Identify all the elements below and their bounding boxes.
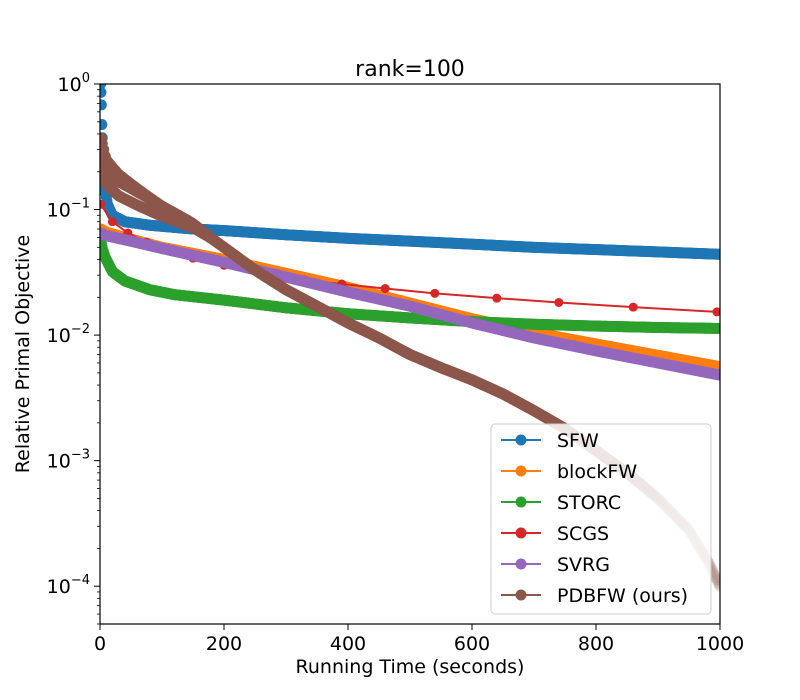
data-point xyxy=(380,284,390,294)
data-point xyxy=(430,288,440,298)
data-point xyxy=(710,572,720,584)
y-axis-label: Relative Primal Objective xyxy=(12,235,34,473)
data-point xyxy=(714,322,720,334)
y-tick-base: 10 xyxy=(58,74,82,96)
y-tick-exponent: −3 xyxy=(71,448,90,463)
y-tick-label: 10−4 xyxy=(47,573,90,598)
data-point xyxy=(713,578,720,590)
data-point xyxy=(712,576,720,588)
y-tick-exponent: 0 xyxy=(82,71,90,86)
legend-marker xyxy=(515,527,527,539)
x-tick-label: 0 xyxy=(94,633,106,655)
x-axis-label: Running Time (seconds) xyxy=(296,656,525,678)
y-tick-label: 10−3 xyxy=(47,448,90,473)
data-point xyxy=(711,574,720,586)
y-tick-base: 10 xyxy=(47,576,71,598)
legend-marker xyxy=(515,496,527,508)
x-tick-label: 800 xyxy=(578,633,614,655)
y-tick-label: 10−1 xyxy=(47,197,90,222)
data-point xyxy=(100,119,108,131)
y-tick-label: 100 xyxy=(58,71,90,96)
legend-marker xyxy=(515,465,527,477)
data-point xyxy=(714,248,720,260)
data-point xyxy=(554,297,564,307)
y-tick-label: 10−2 xyxy=(47,322,90,347)
y-tick-base: 10 xyxy=(47,325,71,347)
data-point xyxy=(100,86,107,98)
legend-label: SVRG xyxy=(557,554,610,576)
legend-label: SFW xyxy=(557,430,599,452)
legend-label: SCGS xyxy=(557,523,609,545)
chart-title: rank=100 xyxy=(355,57,465,82)
legend-label: STORC xyxy=(557,492,621,514)
data-point xyxy=(712,307,720,317)
x-axis-ticks: 0 200 400 600 800 1000 xyxy=(94,624,744,655)
legend-marker xyxy=(515,434,527,446)
series-layer xyxy=(100,84,720,592)
x-tick-label: 600 xyxy=(454,633,490,655)
x-tick-label: 200 xyxy=(206,633,242,655)
data-point xyxy=(100,99,107,111)
data-point xyxy=(709,570,720,582)
data-point xyxy=(628,302,638,312)
legend-box xyxy=(490,423,712,615)
plot-frame xyxy=(99,83,721,625)
legend-marker xyxy=(515,558,527,570)
data-point xyxy=(714,580,720,592)
data-point xyxy=(107,217,117,227)
data-point xyxy=(492,293,502,303)
legend: SFW blockFW STORC SCGS SVRG PDBFW (ours) xyxy=(490,423,712,615)
x-tick-label: 1000 xyxy=(696,633,744,655)
legend-label: blockFW xyxy=(557,461,637,483)
y-tick-exponent: −1 xyxy=(71,197,90,212)
y-tick-exponent: −2 xyxy=(71,322,90,337)
legend-marker xyxy=(515,589,527,601)
x-tick-label: 400 xyxy=(330,633,366,655)
y-tick-exponent: −4 xyxy=(71,573,90,588)
data-point xyxy=(714,369,720,381)
legend-label: PDBFW (ours) xyxy=(557,585,688,607)
data-point xyxy=(100,199,106,209)
y-tick-base: 10 xyxy=(47,200,71,222)
y-tick-base: 10 xyxy=(47,451,71,473)
